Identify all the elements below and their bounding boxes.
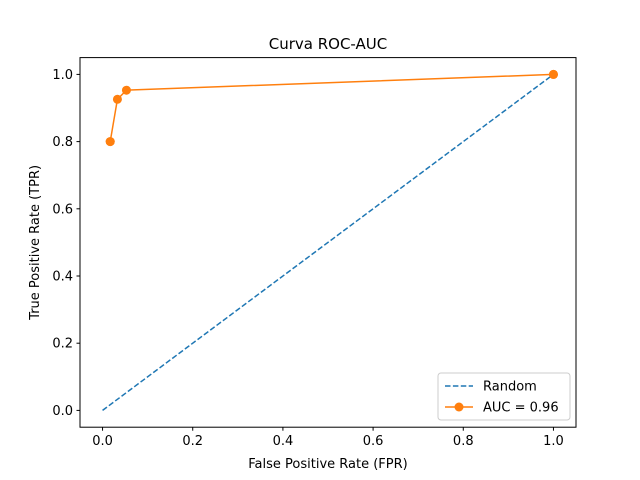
y-tick-label: 0.4 bbox=[52, 270, 73, 285]
x-tick-label: 0.4 bbox=[273, 434, 294, 449]
data-point-1-5 bbox=[548, 69, 558, 79]
data-point-1-1 bbox=[105, 137, 115, 147]
y-tick-label: 0.2 bbox=[52, 337, 73, 352]
series-layer bbox=[102, 69, 558, 412]
y-tick-label: 0.0 bbox=[52, 404, 73, 419]
legend-box bbox=[437, 372, 571, 421]
x-axis-label: False Positive Rate (FPR) bbox=[248, 457, 407, 472]
legend: Random AUC = 0.96 bbox=[437, 372, 571, 421]
x-tick-label: 0.6 bbox=[363, 434, 384, 449]
chart-title: Curva ROC-AUC bbox=[269, 35, 387, 53]
x-tick-label: 0.8 bbox=[453, 434, 474, 449]
series-line-1 bbox=[109, 73, 554, 142]
y-tick-label: 1.0 bbox=[52, 68, 73, 83]
y-tick-label: 0.6 bbox=[52, 202, 73, 217]
x-tick-label: 0.2 bbox=[182, 434, 203, 449]
y-axis-label: True Positive Rate (TPR) bbox=[28, 165, 43, 321]
x-tick-label: 0.0 bbox=[92, 434, 113, 449]
data-point-1-3 bbox=[121, 85, 131, 95]
legend-random-label: Random bbox=[483, 380, 537, 395]
series-line-0 bbox=[102, 73, 554, 412]
y-tick-label: 0.8 bbox=[52, 135, 73, 150]
plot-area-frame bbox=[79, 57, 577, 428]
axis-ticks: 0.0 0.2 0.4 0.6 0.8 1.0 0.0 0.2 0.4 0.6 0.8 1.0 bbox=[52, 68, 563, 449]
legend-auc-marker bbox=[454, 402, 464, 412]
x-tick-label: 1.0 bbox=[543, 434, 564, 449]
legend-auc-label: AUC = 0.96 bbox=[483, 401, 559, 416]
data-point-1-2 bbox=[112, 94, 122, 104]
